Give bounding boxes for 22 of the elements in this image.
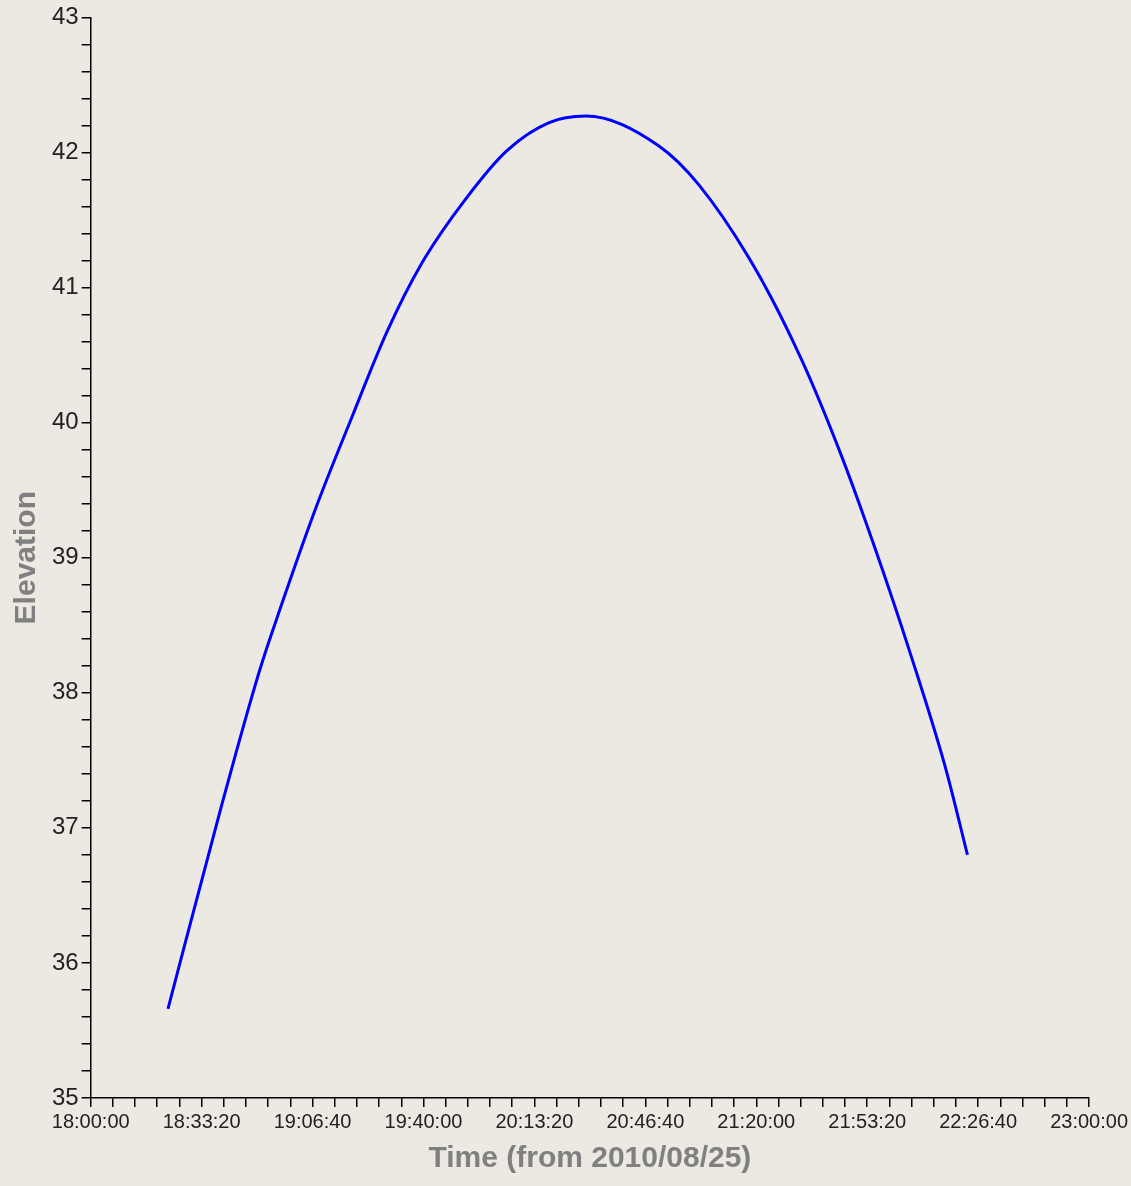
x-tick-label: 21:53:20 [828,1109,907,1132]
y-tick-label: 38 [51,677,79,705]
line-series [166,114,969,1011]
x-tick-label: 18:00:00 [51,1109,130,1132]
y-tick-label: 41 [51,272,79,300]
x-tick-label: 20:46:40 [606,1109,685,1132]
y-tick-label: 43 [51,2,79,30]
x-axis-title: Time (from 2010/08/25) [428,1140,752,1174]
x-tick-label: 19:06:40 [273,1109,352,1132]
y-tick-label: 35 [51,1082,79,1110]
y-tick-label: 39 [51,542,79,570]
x-tick-label: 19:40:00 [384,1109,463,1132]
x-tick-label: 20:13:20 [495,1109,574,1132]
y-axis-title: Elevation [8,491,42,625]
x-tick-label: 23:00:00 [1050,1109,1128,1132]
x-tick-label: 18:33:20 [162,1109,241,1132]
y-tick-label: 42 [51,137,79,165]
y-tick-label: 37 [51,812,79,840]
y-tick-label: 36 [51,947,79,975]
y-tick-label: 40 [51,407,79,435]
x-tick-label: 22:26:40 [939,1109,1018,1132]
x-tick-label: 21:20:00 [717,1109,796,1132]
